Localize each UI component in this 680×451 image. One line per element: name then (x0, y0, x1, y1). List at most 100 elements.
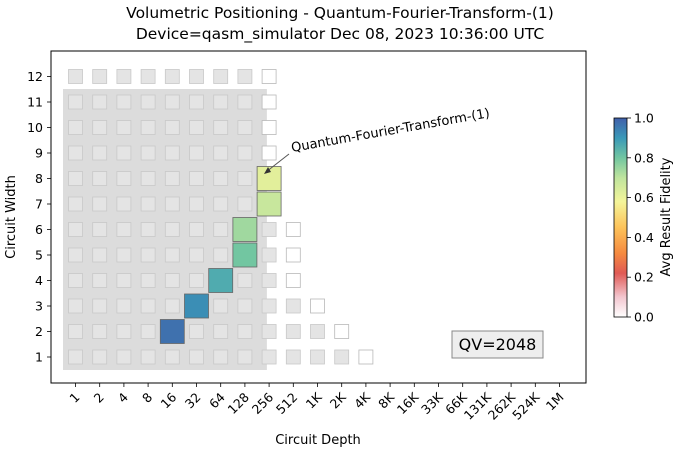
background-cell (189, 222, 204, 237)
background-cell (261, 247, 277, 263)
background-cell (164, 145, 180, 161)
x-tick-label: 1M (543, 390, 567, 414)
background-cell (189, 324, 204, 339)
background-cell (310, 324, 325, 339)
y-tick-label: 8 (35, 171, 43, 186)
background-cell (140, 171, 156, 186)
x-tick-label: 128 (225, 389, 253, 417)
x-tick-label: 4K (351, 389, 374, 412)
background-cell (237, 196, 253, 212)
background-cell-outline (358, 349, 374, 365)
background-cell-outline (261, 120, 277, 135)
background-cell (92, 298, 108, 314)
background-cell (116, 324, 132, 339)
background-cell (164, 349, 180, 365)
data-point (184, 293, 209, 319)
background-cell (140, 222, 156, 237)
background-cell (116, 349, 132, 365)
colorbar-tick-label: 1.0 (634, 111, 654, 126)
background-cell (140, 247, 156, 263)
background-cell (261, 324, 277, 339)
colorbar (613, 117, 628, 318)
chart-title-line1: Volumetric Positioning - Quantum-Fourier… (126, 4, 554, 22)
x-tick-label: 524K (509, 389, 543, 423)
background-cell (68, 69, 83, 84)
background-cell (213, 69, 229, 84)
background-cell (116, 298, 132, 314)
background-cell (213, 222, 229, 237)
background-cell (213, 324, 229, 339)
background-cell (164, 298, 180, 314)
background-cell (213, 171, 229, 186)
background-cell (261, 222, 277, 237)
background-cell-outline (285, 247, 301, 263)
colorbar-label: Avg Result Fidelity (659, 157, 674, 276)
background-cell (237, 171, 253, 186)
background-cell (116, 222, 132, 237)
background-cell (237, 120, 253, 135)
background-cell (68, 298, 83, 314)
x-tick-label: 32 (182, 390, 204, 412)
annotation-text: Quantum-Fourier-Transform-(1) (290, 106, 491, 156)
background-cell-outline (310, 298, 325, 314)
x-tick-label: 64 (206, 389, 228, 411)
background-cell (140, 349, 156, 365)
background-cell (189, 196, 204, 212)
background-cell (68, 145, 83, 161)
background-cell (92, 145, 108, 161)
background-cell (116, 247, 132, 263)
background-cell (92, 196, 108, 212)
x-tick-label: 16 (158, 389, 180, 411)
background-cell (116, 69, 132, 84)
background-cell (213, 94, 229, 110)
background-cell (140, 69, 156, 84)
background-cell (68, 324, 83, 339)
x-tick-label: 256 (249, 389, 277, 417)
background-cell (92, 349, 108, 365)
background-cell (92, 94, 108, 110)
background-cell (189, 273, 204, 288)
background-cell (116, 196, 132, 212)
background-cell (92, 247, 108, 263)
colorbar-tick-label: 0.2 (634, 270, 654, 285)
background-cell (164, 273, 180, 288)
background-cell (237, 298, 253, 314)
data-point (256, 166, 282, 191)
background-cell-outline (285, 273, 301, 288)
background-cell (92, 120, 108, 135)
colorbar-tick-label: 0.6 (634, 190, 654, 205)
x-tick-label: 2K (327, 389, 350, 412)
y-tick-label: 11 (27, 95, 43, 110)
background-cell (140, 324, 156, 339)
background-cell (189, 145, 204, 161)
background-cell (164, 94, 180, 110)
background-cell (140, 145, 156, 161)
background-cell (68, 120, 83, 135)
background-cell (189, 94, 204, 110)
x-tick-label: 1K (303, 389, 326, 412)
background-cell (237, 324, 253, 339)
y-tick-label: 9 (35, 146, 43, 161)
plot-frame (50, 50, 587, 384)
background-cell (213, 349, 229, 365)
y-axis-label: Circuit Width (4, 175, 19, 259)
data-point (256, 191, 282, 217)
background-cell (189, 120, 204, 135)
background-cell (68, 171, 83, 186)
background-cell (68, 94, 83, 110)
background-cell (68, 273, 83, 288)
background-cell (213, 145, 229, 161)
x-tick-label: 16K (394, 389, 422, 417)
background-cell (68, 247, 83, 263)
colorbar-tick-label: 0.4 (634, 230, 654, 245)
x-tick-label: 1 (66, 390, 82, 406)
background-cell (164, 196, 180, 212)
x-tick-label: 512 (273, 390, 300, 417)
background-cell (237, 94, 253, 110)
background-cell (68, 349, 83, 365)
background-cell (116, 120, 132, 135)
background-cell (213, 196, 229, 212)
y-tick-label: 1 (35, 350, 43, 365)
